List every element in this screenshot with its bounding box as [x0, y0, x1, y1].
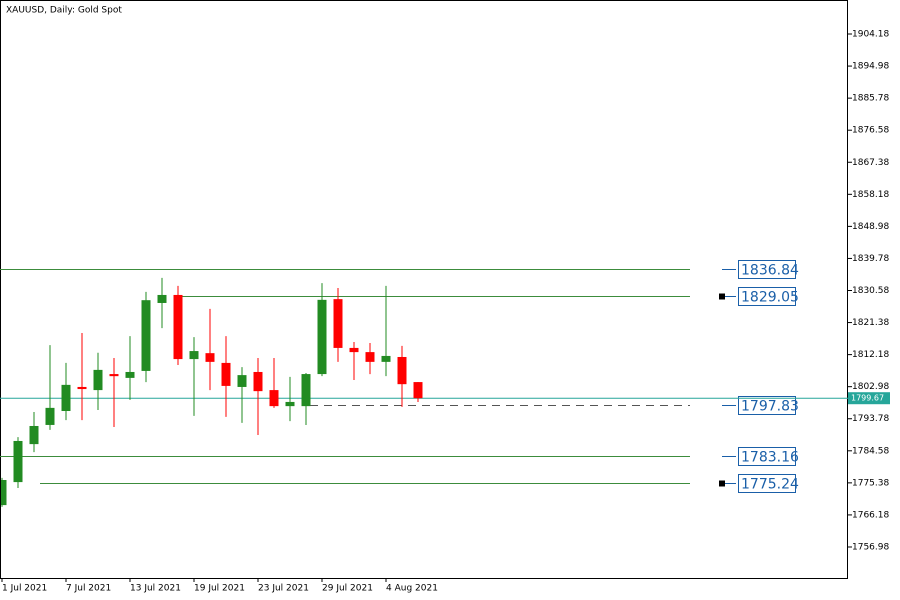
- candle-body: [141, 300, 151, 371]
- level-label: 1836.84: [741, 263, 799, 279]
- y-tick-label: 1848.98: [852, 222, 889, 232]
- x-tick-label: 29 Jul 2021: [322, 584, 373, 594]
- candle-body: [157, 294, 167, 303]
- x-tick-label: 13 Jul 2021: [130, 584, 181, 594]
- candle-body: [189, 351, 199, 360]
- y-tick-label: 1802.98: [852, 382, 889, 392]
- last-price-label: 1799.67: [851, 394, 884, 403]
- y-tick-label: 1904.18: [852, 30, 889, 40]
- y-tick-label: 1784.58: [852, 446, 889, 456]
- candle-body: [93, 369, 103, 391]
- candle-body: [397, 356, 407, 385]
- y-tick-label: 1867.38: [852, 158, 889, 168]
- candle-body: [45, 407, 55, 425]
- last-price-box: [848, 392, 890, 405]
- x-tick-label: 19 Jul 2021: [194, 584, 245, 594]
- candle-body: [29, 425, 39, 445]
- candle-body: [1, 480, 7, 506]
- candle-body: [205, 353, 215, 362]
- chart-title: XAUUSD, Daily: Gold Spot: [6, 6, 122, 16]
- candle-body: [61, 384, 71, 412]
- y-tick-label: 1876.58: [852, 126, 889, 136]
- y-tick-label: 1858.18: [852, 190, 889, 200]
- candle-body: [301, 374, 311, 407]
- plot-frame: [0, 0, 848, 579]
- x-tick-label: 1 Jul 2021: [2, 584, 47, 594]
- level-box: [738, 287, 796, 306]
- candle-body: [237, 375, 247, 387]
- x-tick-label: 7 Jul 2021: [66, 584, 111, 594]
- level-box: [738, 474, 796, 493]
- x-tick-label: 23 Jul 2021: [258, 584, 309, 594]
- candle-body: [285, 401, 295, 407]
- candle-body: [221, 362, 231, 386]
- y-tick-label: 1756.98: [852, 542, 889, 552]
- candle-body: [77, 386, 87, 390]
- level-box: [738, 260, 796, 279]
- level-box: [738, 396, 796, 415]
- candle-body: [349, 347, 359, 353]
- candle-body: [13, 440, 23, 483]
- level-box: [738, 447, 796, 466]
- candle-body: [253, 371, 263, 392]
- level-label: 1797.83: [741, 399, 799, 415]
- level-label: 1783.16: [741, 450, 799, 466]
- y-tick-label: 1885.78: [852, 94, 889, 104]
- y-tick-label: 1793.78: [852, 414, 889, 424]
- y-tick-label: 1839.78: [852, 254, 889, 264]
- y-tick-label: 1766.18: [852, 510, 889, 520]
- y-tick-label: 1830.58: [852, 286, 889, 296]
- candle-body: [269, 390, 279, 407]
- level-label: 1829.05: [741, 290, 799, 306]
- y-tick-label: 1894.98: [852, 62, 889, 72]
- candle-body: [173, 294, 183, 360]
- y-tick-label: 1821.38: [852, 318, 889, 328]
- candle-body: [365, 352, 375, 362]
- level-marker: [719, 480, 725, 487]
- candle-body: [381, 355, 391, 362]
- candle-body: [109, 374, 119, 377]
- candle-body: [413, 382, 423, 399]
- candle-body: [333, 299, 343, 348]
- candle-body: [317, 299, 327, 375]
- x-tick-label: 4 Aug 2021: [386, 584, 438, 594]
- candle-body: [125, 371, 135, 378]
- y-tick-label: 1775.38: [852, 478, 889, 488]
- level-marker: [719, 293, 725, 300]
- level-label: 1775.24: [741, 477, 799, 493]
- y-tick-label: 1812.18: [852, 350, 889, 360]
